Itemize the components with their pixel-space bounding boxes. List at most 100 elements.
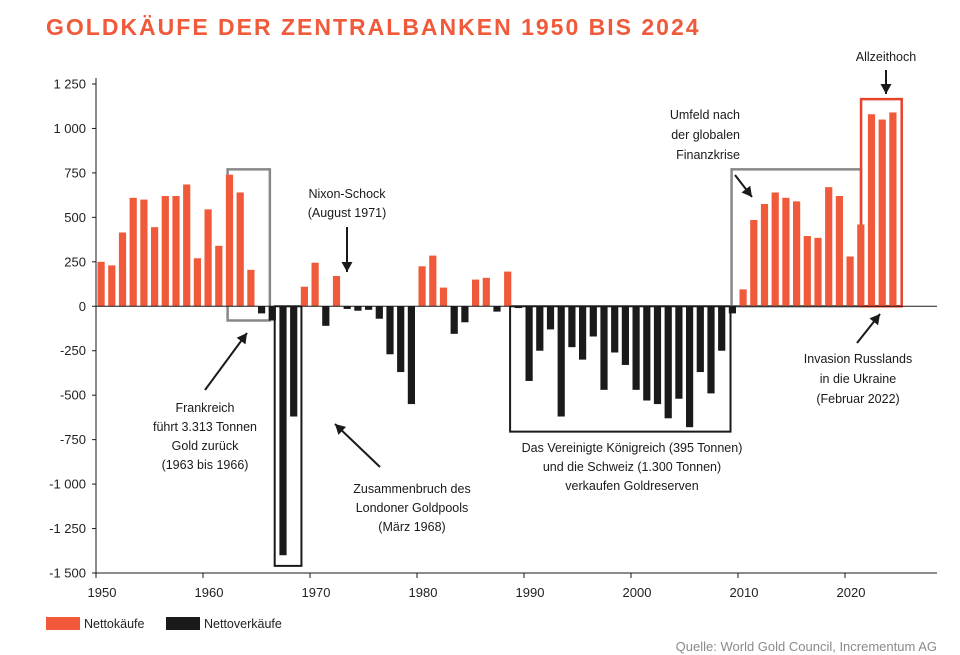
legend-label-sell: Nettoverkäufe [204, 617, 282, 631]
bar-2013 [771, 192, 779, 307]
bar-1971 [322, 306, 330, 326]
annotation-london-line: Zusammenbruch des [353, 482, 470, 496]
annotation-uk_ch-line: Das Vereinigte Königreich (395 Tonnen) [522, 441, 743, 455]
bar-1990 [525, 306, 533, 381]
y-tick-label: -1 500 [49, 566, 86, 581]
annotation-russland-line: in die Ukraine [820, 372, 896, 386]
bar-2008 [718, 306, 726, 351]
bar-1989 [514, 306, 522, 309]
chart-title: GOLDKÄUFE DER ZENTRALBANKEN 1950 BIS 202… [46, 14, 701, 40]
bar-1998 [611, 306, 619, 353]
bar-1978 [397, 306, 405, 373]
bar-1958 [183, 184, 191, 307]
annotation-london-line: Londoner Goldpools [356, 501, 469, 515]
y-tick-label: 0 [79, 299, 86, 314]
bar-2006 [696, 306, 704, 373]
y-tick-label: 1 000 [53, 121, 86, 136]
bar-1986 [482, 277, 490, 307]
y-tick-label: 500 [64, 210, 86, 225]
arrow-russland-head [869, 314, 880, 326]
bar-1956 [161, 196, 169, 307]
bar-1967 [279, 306, 287, 556]
annotation-allzeithoch-line: Allzeithoch [856, 50, 916, 64]
arrow-frankreich-head [236, 333, 247, 345]
bar-2022 [867, 114, 876, 307]
bar-1988 [504, 271, 512, 307]
bar-2005 [686, 306, 694, 428]
annotation-finanzkrise-line: der globalen [671, 128, 740, 142]
y-tick-label: -500 [60, 388, 86, 403]
annotation-london-line: (März 1968) [378, 520, 445, 534]
bar-1980 [418, 266, 426, 307]
annotation-uk_ch-line: und die Schweiz (1.300 Tonnen) [543, 460, 721, 474]
bar-2002 [653, 306, 662, 405]
arrow-london-shaft [334, 423, 381, 468]
x-tick-label: 2010 [730, 585, 759, 600]
bar-2024 [889, 112, 897, 307]
source-note: Quelle: World Gold Council, Incrementum … [676, 639, 937, 654]
bar-1952 [118, 232, 127, 307]
bar-2021 [857, 224, 865, 307]
bar-1982 [439, 287, 448, 307]
axes [95, 78, 937, 574]
arrow-allzeithoch-head [880, 84, 892, 94]
arrow-nixon-head [341, 262, 353, 272]
bar-1955 [151, 227, 159, 307]
bar-2017 [814, 237, 822, 307]
bar-1957 [172, 196, 180, 307]
arrow-frankreich-shaft [204, 332, 248, 391]
bar-2016 [803, 236, 811, 307]
y-axis-ticks: 1 250 1 000 750 500 250 0 -250 -500 -750 -1 000 -1… [49, 77, 96, 581]
annotation-russland-line: Invasion Russlands [804, 352, 912, 366]
bar-1994 [568, 306, 576, 348]
bar-1975 [365, 306, 373, 310]
bar-1974 [354, 306, 362, 311]
bar-1987 [493, 306, 501, 312]
y-tick-label: -250 [60, 343, 86, 358]
bar-1970 [311, 262, 319, 307]
bar-1963 [236, 192, 244, 307]
bar-1965 [258, 306, 266, 314]
annotation-finanzkrise-line: Umfeld nach [670, 108, 740, 122]
arrow-london-head [335, 424, 347, 435]
x-tick-label: 1990 [516, 585, 545, 600]
x-tick-label: 1970 [302, 585, 331, 600]
annotation-nixon-line: Nixon-Schock [308, 187, 386, 201]
bar-2012 [760, 204, 769, 307]
bar-1973 [343, 306, 351, 309]
y-tick-label: -750 [60, 432, 86, 447]
annotation-uk_ch-line: verkaufen Goldreserven [565, 479, 698, 493]
annotation-russland-line: (Februar 2022) [816, 392, 899, 406]
bar-1993 [557, 306, 565, 417]
bar-1984 [461, 306, 469, 323]
bar-1991 [536, 306, 544, 351]
annotation-frankreich-line: (1963 bis 1966) [162, 458, 249, 472]
bar-1992 [546, 306, 555, 330]
x-axis-ticks: 1950 1960 1970 1980 1990 2000 2010 2020 [88, 573, 866, 600]
bar-1995 [579, 306, 587, 360]
bar-1962 [225, 174, 234, 307]
bar-2001 [643, 306, 651, 401]
bar-1960 [204, 209, 212, 307]
y-tick-label: 750 [64, 165, 86, 180]
bar-2011 [750, 220, 758, 307]
bar-2014 [782, 197, 790, 307]
annotation-frankreich-line: Frankreich [175, 401, 234, 415]
arrow-finanzkrise-head [741, 185, 752, 197]
bar-2023 [878, 119, 886, 307]
annotations: Frankreich führt 3.313 Tonnen Gold zurück (… [153, 50, 916, 534]
bar-2004 [675, 306, 683, 399]
bar-2010 [739, 289, 747, 307]
bar-1999 [621, 306, 629, 365]
annotation-finanzkrise-line: Finanzkrise [676, 148, 740, 162]
legend-swatch-sell [166, 617, 200, 630]
bar-2007 [707, 306, 715, 394]
x-tick-label: 1980 [409, 585, 438, 600]
bar-1951 [108, 265, 116, 307]
x-tick-label: 1950 [88, 585, 117, 600]
x-tick-label: 2020 [837, 585, 866, 600]
bar-1972 [332, 276, 341, 307]
bar-2018 [825, 187, 833, 307]
y-tick-label: -1 000 [49, 477, 86, 492]
bars [97, 112, 897, 556]
